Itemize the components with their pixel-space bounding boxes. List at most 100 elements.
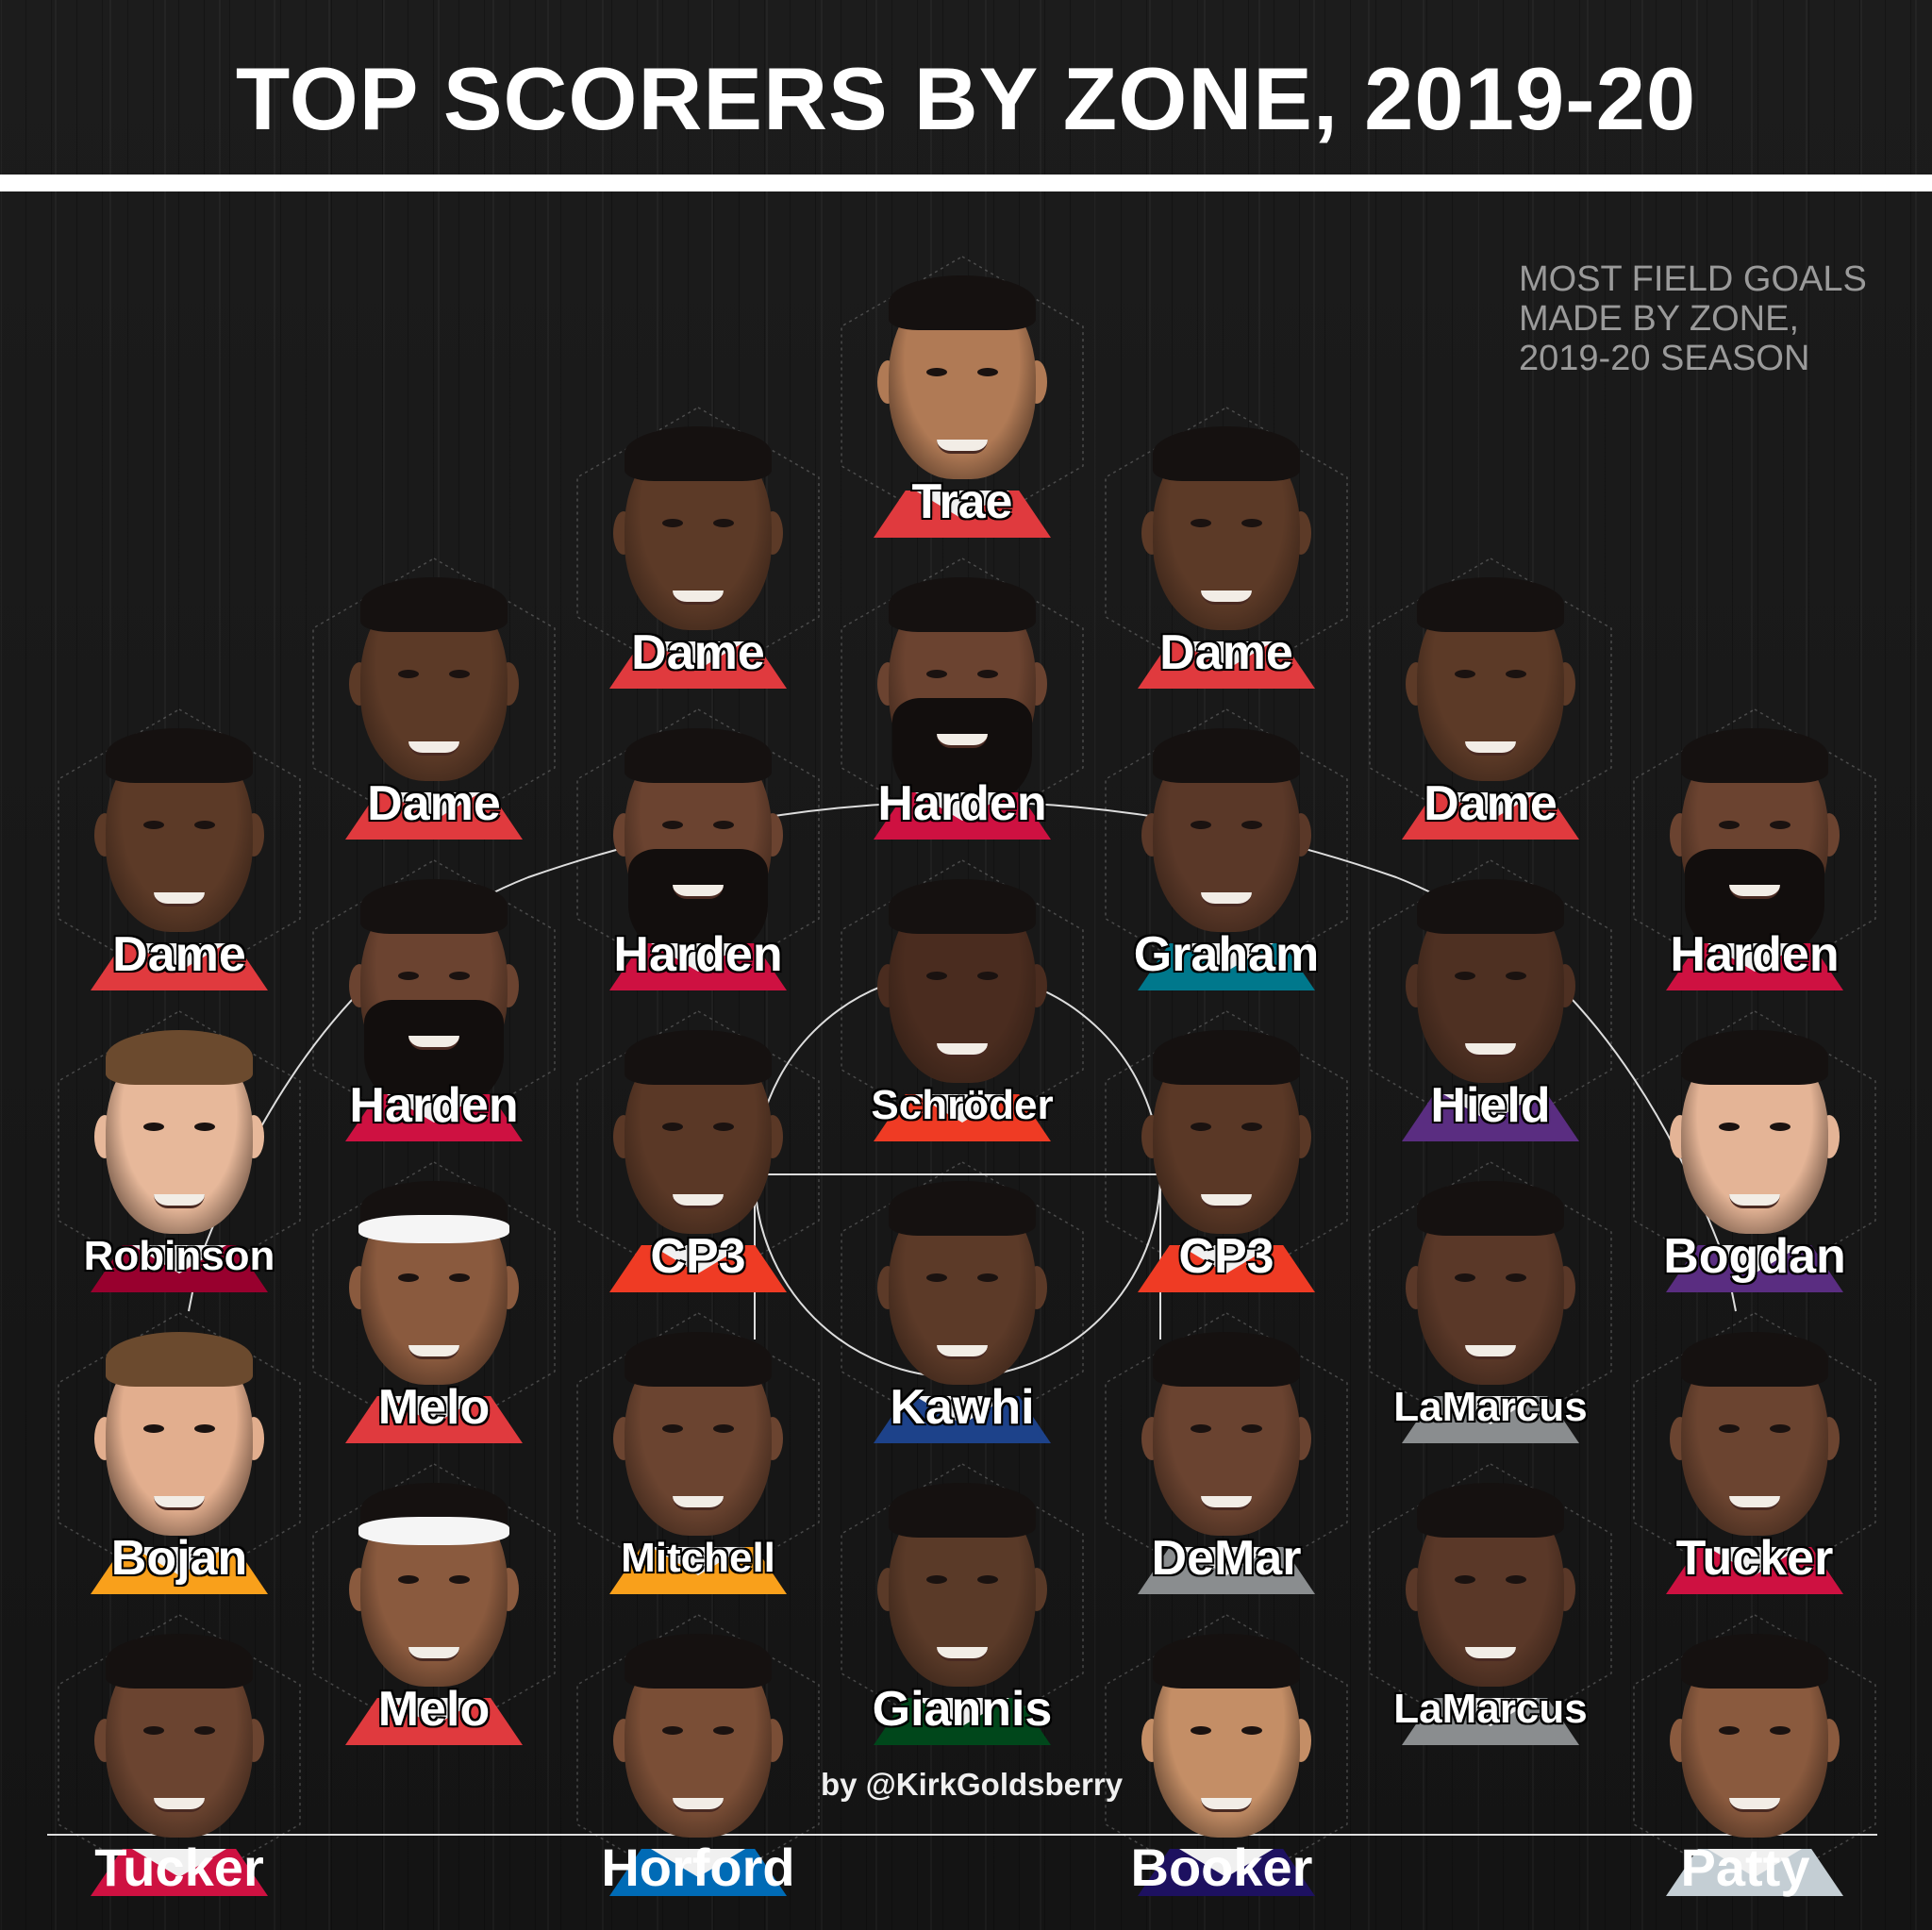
player-eye bbox=[1455, 1575, 1475, 1584]
player-hair bbox=[1417, 1483, 1564, 1538]
player-hair bbox=[1153, 728, 1300, 783]
zone-player-label: CP3 bbox=[650, 1229, 746, 1284]
subtitle-note: MOST FIELD GOALS MADE BY ZONE, 2019-20 S… bbox=[1519, 259, 1915, 378]
zone-player-label: LaMarcus bbox=[1393, 1384, 1588, 1430]
zone-cell: LaMarcus bbox=[1368, 1462, 1613, 1745]
zone-player-label: Tucker bbox=[1675, 1531, 1834, 1586]
player-hair bbox=[1681, 1634, 1828, 1689]
zone-cell: Trae bbox=[840, 255, 1085, 538]
zone-player-label: Harden bbox=[613, 927, 783, 982]
player-headband bbox=[358, 1215, 509, 1243]
player-eye bbox=[926, 368, 947, 376]
player-hair bbox=[889, 577, 1036, 632]
subtitle-line: MOST FIELD GOALS bbox=[1519, 259, 1867, 299]
zone-player-label: Giannis bbox=[872, 1682, 1053, 1737]
player-smile bbox=[1201, 591, 1252, 605]
player-smile bbox=[937, 734, 988, 748]
player-eye bbox=[1241, 1424, 1262, 1433]
zone-cell: Dame bbox=[311, 557, 557, 840]
player-eye bbox=[662, 1424, 683, 1433]
player-eye bbox=[449, 1273, 470, 1282]
zone-player-label: Melo bbox=[377, 1682, 491, 1737]
player-eye bbox=[194, 821, 215, 829]
subtitle-line: 2019-20 SEASON bbox=[1519, 339, 1810, 378]
zone-cell: Dame bbox=[1104, 406, 1349, 689]
zone-cell: CP3 bbox=[575, 1009, 821, 1292]
player-smile bbox=[154, 1194, 205, 1208]
player-smile bbox=[1465, 741, 1516, 756]
zone-cell: Horford bbox=[575, 1613, 821, 1896]
player-eye bbox=[1506, 670, 1526, 678]
player-headband bbox=[358, 1517, 509, 1545]
player-eye bbox=[194, 1424, 215, 1433]
player-hair bbox=[1417, 577, 1564, 632]
player-eye bbox=[1191, 519, 1211, 527]
player-hair bbox=[1417, 1181, 1564, 1236]
zone-cell: Dame bbox=[1368, 557, 1613, 840]
zone-player-label: Harden bbox=[349, 1078, 519, 1133]
player-eye bbox=[398, 972, 419, 980]
player-eye bbox=[1191, 1424, 1211, 1433]
corner-label-patty: Patty bbox=[1680, 1838, 1810, 1897]
player-eye bbox=[1241, 1726, 1262, 1735]
corner-label-booker: Booker bbox=[1130, 1838, 1313, 1897]
player-smile bbox=[1729, 885, 1780, 899]
player-eye bbox=[713, 1424, 734, 1433]
player-smile bbox=[1465, 1043, 1516, 1057]
player-hair bbox=[889, 1181, 1036, 1236]
zone-player-label: CP3 bbox=[1178, 1229, 1274, 1284]
player-eye bbox=[1719, 821, 1740, 829]
player-hair bbox=[1153, 1030, 1300, 1085]
player-eye bbox=[1770, 821, 1790, 829]
player-smile bbox=[1201, 1194, 1252, 1208]
zone-cell: Harden bbox=[575, 707, 821, 990]
player-eye bbox=[713, 519, 734, 527]
player-smile bbox=[1465, 1345, 1516, 1359]
player-hair bbox=[1681, 728, 1828, 783]
zone-cell: Bogdan bbox=[1632, 1009, 1877, 1292]
zone-cell: Hield bbox=[1368, 858, 1613, 1141]
player-hair bbox=[625, 728, 772, 783]
player-eye bbox=[926, 670, 947, 678]
page-title: TOP SCORERS BY ZONE, 2019-20 bbox=[235, 49, 1697, 148]
player-eye bbox=[1506, 1273, 1526, 1282]
player-smile bbox=[408, 1345, 459, 1359]
player-smile bbox=[673, 885, 724, 899]
player-eye bbox=[977, 972, 998, 980]
player-eye bbox=[1506, 972, 1526, 980]
player-smile bbox=[154, 1496, 205, 1510]
player-eye bbox=[926, 1273, 947, 1282]
player-eye bbox=[926, 1575, 947, 1584]
player-hair bbox=[106, 1030, 253, 1085]
player-smile bbox=[1729, 1496, 1780, 1510]
player-smile bbox=[673, 591, 724, 605]
zone-player-label: Hield bbox=[1430, 1078, 1551, 1133]
player-eye bbox=[1191, 1726, 1211, 1735]
player-eye bbox=[1241, 1123, 1262, 1131]
zone-player-label: Harden bbox=[1670, 927, 1840, 982]
player-eye bbox=[143, 1726, 164, 1735]
player-eye bbox=[1770, 1123, 1790, 1131]
zone-cell: Mitchell bbox=[575, 1311, 821, 1594]
player-smile bbox=[937, 1043, 988, 1057]
player-hair bbox=[1153, 426, 1300, 481]
player-smile bbox=[1729, 1194, 1780, 1208]
player-smile bbox=[673, 1496, 724, 1510]
player-smile bbox=[673, 1798, 724, 1812]
player-hair bbox=[1681, 1332, 1828, 1387]
zone-player-label: Dame bbox=[1424, 776, 1557, 831]
player-eye bbox=[398, 1273, 419, 1282]
player-eye bbox=[1770, 1424, 1790, 1433]
player-eye bbox=[1455, 670, 1475, 678]
player-smile bbox=[1465, 1647, 1516, 1661]
player-eye bbox=[713, 1726, 734, 1735]
zone-player-label: Trae bbox=[911, 474, 1013, 529]
zone-player-label: Graham bbox=[1133, 927, 1320, 982]
player-smile bbox=[1201, 892, 1252, 907]
zone-cell: Patty bbox=[1632, 1613, 1877, 1896]
zone-cell: Harden bbox=[311, 858, 557, 1141]
player-smile bbox=[408, 741, 459, 756]
player-eye bbox=[194, 1123, 215, 1131]
zone-cell: Harden bbox=[840, 557, 1085, 840]
zone-player-label: Dame bbox=[112, 927, 246, 982]
